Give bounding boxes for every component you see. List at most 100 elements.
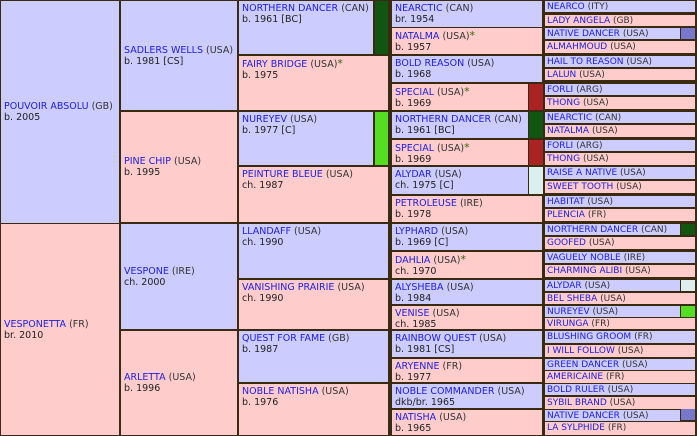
horse-link-alysheba[interactable]: ALYSHEBA <box>395 282 444 293</box>
horse-link-bel-sheba[interactable]: BEL SHEBA <box>547 294 598 304</box>
country-code: (USA) <box>433 255 461 266</box>
country-code: (USA) <box>607 385 634 395</box>
horse-link-vesponetta[interactable]: VESPONETTA <box>4 318 67 330</box>
horse-link-nearco[interactable]: NEARCO <box>547 2 585 12</box>
horse-link-rainbow-quest[interactable]: RAINBOW QUEST <box>395 333 477 344</box>
horse-link-nearctic[interactable]: NEARCTIC <box>395 3 443 14</box>
pedigree-cell-almahmoud: ALMAHMOUD (USA) <box>545 41 695 53</box>
horse-link-noble-commander[interactable]: NOBLE COMMANDER <box>395 386 495 397</box>
horse-link-northern-dancer[interactable]: NORTHERN DANCER <box>242 3 339 14</box>
pedigree-cell-sybil-brand: SYBIL BRAND (USA) <box>545 397 695 409</box>
birth-info: b. 1957 <box>395 42 432 53</box>
country-code: (FR) <box>442 361 463 372</box>
horse-link-quest-for-fame[interactable]: QUEST FOR FAME <box>242 333 326 344</box>
horse-link-native-dancer[interactable]: NATIVE DANCER <box>547 29 620 39</box>
birth-info: b. 1961 [BC] <box>395 125 455 136</box>
pedigree-cell-alydar: ALYDAR (USA) <box>545 280 680 291</box>
horse-link-special[interactable]: SPECIAL <box>395 87 434 98</box>
country-code: (USA) <box>337 282 365 293</box>
horse-link-venise[interactable]: VENISE <box>395 308 430 319</box>
swatch-northern-dancer-3 <box>681 224 695 235</box>
pedigree-cell-pouvoir-absolu: POUVOIR ABSOLU (GB) b. 2005 <box>1 1 119 223</box>
pedigree-cell-vespone: VESPONE (IRE) ch. 2000 <box>121 224 237 329</box>
inbreeding-star-icon: * <box>469 29 476 42</box>
horse-link-northern-dancer[interactable]: NORTHERN DANCER <box>547 225 639 235</box>
horse-link-northern-dancer[interactable]: NORTHERN DANCER <box>395 114 492 125</box>
horse-link-fairy-bridge[interactable]: FAIRY BRIDGE <box>242 59 308 70</box>
horse-link-aryenne[interactable]: ARYENNE <box>395 361 440 372</box>
horse-link-dahlia[interactable]: DAHLIA <box>395 255 431 266</box>
birth-info: b. 1969 <box>395 98 432 109</box>
horse-link-lalun[interactable]: LALUN <box>547 70 577 80</box>
pedigree-cell-aryenne: ARYENNE (FR) b. 1977 <box>392 359 542 382</box>
horse-link-pine-chip[interactable]: PINE CHIP <box>124 156 171 167</box>
pedigree-cell-pine-chip: PINE CHIP (USA) b. 1995 <box>121 112 237 222</box>
horse-link-alydar[interactable]: ALYDAR <box>395 169 432 180</box>
horse-link-sadlers-wells[interactable]: SADLERS WELLS <box>124 44 203 56</box>
horse-link-bold-reason[interactable]: BOLD REASON <box>395 58 465 69</box>
country-code: (USA) <box>622 411 649 421</box>
birth-info: b. 1981 [CS] <box>124 55 184 67</box>
country-code: (CAN) <box>594 113 622 123</box>
horse-link-thong[interactable]: THONG <box>547 154 581 164</box>
pedigree-cell-native-dancer: NATIVE DANCER (USA) <box>545 28 680 39</box>
horse-link-charming-alibi[interactable]: CHARMING ALIBI <box>547 266 623 276</box>
horse-link-sweet-tooth[interactable]: SWEET TOOTH <box>547 182 614 192</box>
horse-link-green-dancer[interactable]: GREEN DANCER <box>547 360 620 370</box>
horse-link-petroleuse[interactable]: PETROLEUSE <box>395 198 457 209</box>
horse-link-vanishing-prairie[interactable]: VANISHING PRAIRIE <box>242 282 335 293</box>
horse-link-raise-a-native[interactable]: RAISE A NATIVE <box>547 168 618 178</box>
swatch-nureyev-2 <box>681 306 695 317</box>
pedigree-cell-bel-sheba: BEL SHEBA (USA) <box>545 293 695 304</box>
horse-link-la-sylphide[interactable]: LA SYLPHIDE <box>547 423 605 433</box>
country-code: (IRE) <box>171 265 195 277</box>
horse-link-peinture-bleue[interactable]: PEINTURE BLEUE <box>242 169 323 180</box>
pedigree-cell-venise: VENISE (USA) ch. 1985 <box>392 306 542 329</box>
horse-link-americaine[interactable]: AMERICAINE <box>547 372 604 382</box>
horse-link-native-dancer[interactable]: NATIVE DANCER <box>547 411 620 421</box>
horse-link-sybil-brand[interactable]: SYBIL BRAND <box>547 398 607 408</box>
country-code: (USA) <box>588 238 615 248</box>
horse-link-lyphard[interactable]: LYPHARD <box>395 226 439 237</box>
pedigree-cell-alysheba: ALYSHEBA (USA) b. 1984 <box>392 280 542 304</box>
horse-link-plencia[interactable]: PLENCIA <box>547 210 585 220</box>
horse-link-bold-ruler[interactable]: BOLD RULER <box>547 385 605 395</box>
horse-link-nearctic[interactable]: NEARCTIC <box>547 113 593 123</box>
pedigree-cell-northern-dancer: NORTHERN DANCER (CAN) b. 1961 [BC] <box>392 112 528 138</box>
horse-link-special[interactable]: SPECIAL <box>395 143 434 154</box>
horse-link-vespone[interactable]: VESPONE <box>124 265 169 277</box>
pedigree-cell-lalun: LALUN (USA) <box>545 69 695 80</box>
horse-link-blushing-groom[interactable]: BLUSHING GROOM <box>547 332 632 342</box>
horse-link-nureyev[interactable]: NUREYEV <box>242 114 287 125</box>
pedigree-cell-bold-reason: BOLD REASON (USA) b. 1968 <box>392 56 542 82</box>
pedigree-cell-northern-dancer: NORTHERN DANCER (CAN) <box>545 224 680 235</box>
horse-link-alydar[interactable]: ALYDAR <box>547 281 582 291</box>
horse-link-natalma[interactable]: NATALMA <box>395 31 440 42</box>
horse-link-natisha[interactable]: NATISHA <box>395 412 437 423</box>
horse-link-nureyev[interactable]: NUREYEV <box>547 307 590 317</box>
horse-link-goofed[interactable]: GOOFED <box>547 238 586 248</box>
horse-link-pouvoir-absolu[interactable]: POUVOIR ABSOLU <box>4 101 89 112</box>
birth-info: ch. 2000 <box>124 276 166 288</box>
country-code: (USA) <box>446 282 474 293</box>
horse-link-almahmoud[interactable]: ALMAHMOUD <box>547 42 608 52</box>
horse-link-i-will-follow[interactable]: I WILL FOLLOW <box>547 346 615 356</box>
horse-link-vaguely-noble[interactable]: VAGUELY NOBLE <box>547 253 621 263</box>
horse-link-forli[interactable]: FORLI <box>547 85 574 95</box>
horse-link-arletta[interactable]: ARLETTA <box>124 372 166 383</box>
horse-link-lady-angela[interactable]: LADY ANGELA <box>547 16 611 26</box>
horse-link-natalma[interactable]: NATALMA <box>547 126 590 136</box>
horse-link-virunga[interactable]: VIRUNGA <box>547 319 589 329</box>
horse-link-hail-to-reason[interactable]: HAIL TO REASON <box>547 57 624 67</box>
pedigree-cell-thong: THONG (USA) <box>545 97 695 109</box>
country-code: (USA) <box>582 98 609 108</box>
country-code: (ARG) <box>576 85 603 95</box>
horse-link-llandaff[interactable]: LLANDAFF <box>242 226 291 237</box>
pedigree-cell-fairy-bridge: FAIRY BRIDGE (USA)* b. 1975 <box>239 56 388 110</box>
horse-link-noble-natisha[interactable]: NOBLE NATISHA <box>242 386 319 397</box>
country-code: (FR) <box>69 318 89 330</box>
horse-link-habitat[interactable]: HABITAT <box>547 197 585 207</box>
horse-link-thong[interactable]: THONG <box>547 98 581 108</box>
country-code: (FR) <box>605 372 625 382</box>
horse-link-forli[interactable]: FORLI <box>547 141 574 151</box>
